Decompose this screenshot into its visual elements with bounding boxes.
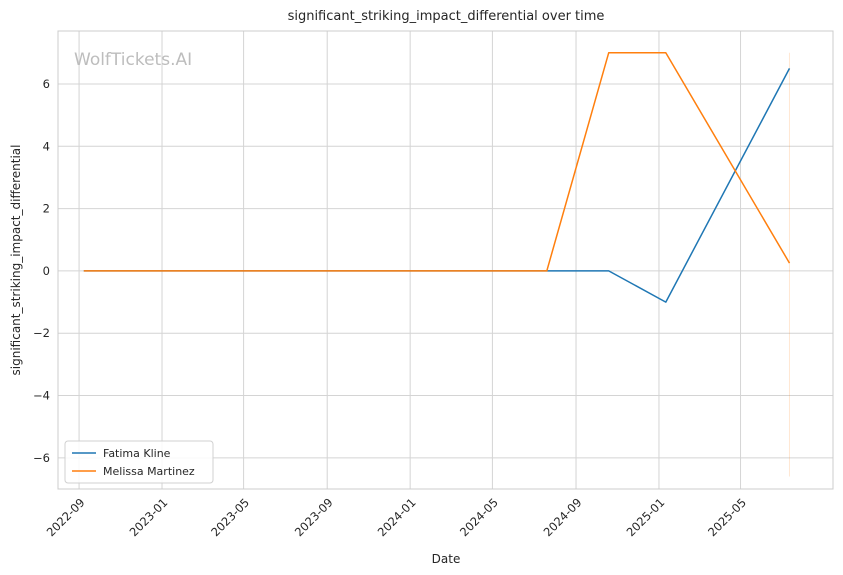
y-axis-label: significant_striking_impact_differential	[9, 145, 23, 376]
x-tick-label: 2025-01	[624, 495, 668, 539]
x-tick-label: 2023-01	[127, 495, 171, 539]
y-tick-label: −6	[33, 451, 50, 465]
series	[83, 52, 791, 477]
series-line-melissa-martinez	[83, 52, 791, 272]
series-line-fatima-kline	[83, 68, 791, 303]
plot-frame	[57, 30, 834, 490]
y-tick-label: −4	[33, 389, 50, 403]
x-tick-label: 2022-09	[44, 495, 88, 539]
y-tick-label: 6	[43, 77, 50, 91]
chart-title: significant_striking_impact_differential…	[288, 9, 605, 24]
x-tick-label: 2023-05	[208, 495, 252, 539]
watermark: WolfTickets.AI	[74, 50, 192, 70]
x-tick-label: 2024-05	[457, 495, 501, 539]
x-tick-label: 2024-01	[375, 495, 419, 539]
legend-label: Fatima Kline	[103, 447, 171, 460]
x-axis-label: Date	[432, 552, 461, 566]
y-tick-label: 2	[43, 202, 50, 216]
legend: Fatima Kline Melissa Martinez	[64, 440, 214, 484]
x-tick-label: 2024-09	[541, 495, 585, 539]
legend-box	[64, 440, 214, 484]
y-tick-label: 0	[43, 264, 50, 278]
y-tick-label: 4	[43, 139, 50, 153]
x-tick-label: 2025-05	[705, 495, 749, 539]
y-tick-label: −2	[33, 326, 50, 340]
x-tick-label: 2023-09	[292, 495, 336, 539]
grid	[58, 31, 833, 489]
legend-label: Melissa Martinez	[103, 465, 195, 478]
